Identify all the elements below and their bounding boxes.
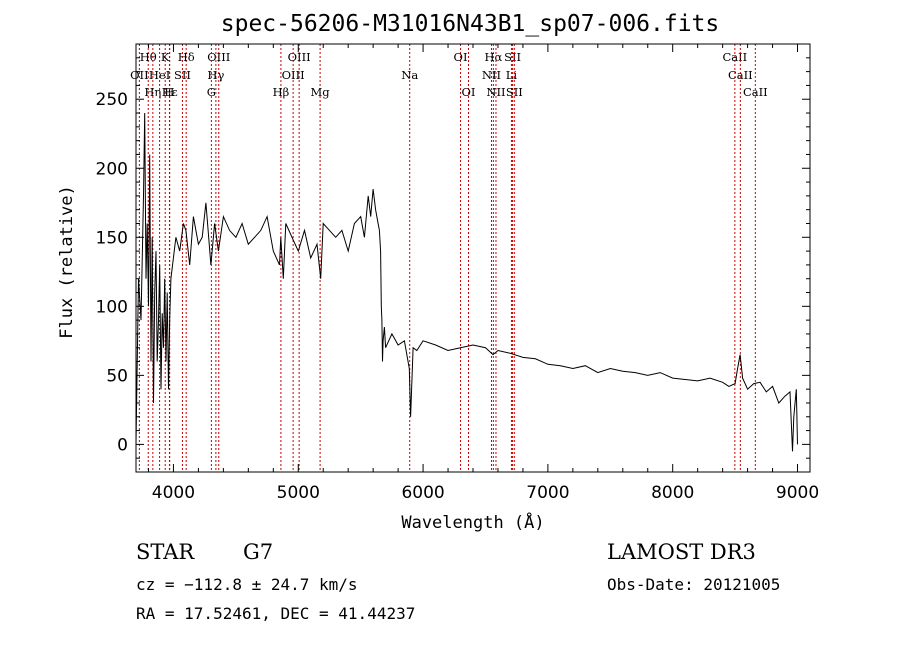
spectral-line-label: OI xyxy=(454,50,468,64)
redshift-cz: cz = −112.8 ± 24.7 km/s xyxy=(136,575,358,594)
y-tick-label: 50 xyxy=(106,366,128,386)
spectral-line-label: NII xyxy=(486,85,505,99)
spectral-line-label: SII xyxy=(504,50,521,64)
spectral-line-label: NII xyxy=(482,68,501,82)
survey-name: LAMOST DR3 xyxy=(607,540,756,564)
y-tick-label: 150 xyxy=(96,228,128,248)
y-tick-label: 0 xyxy=(117,435,128,455)
y-tick-label: 100 xyxy=(96,297,128,317)
x-tick-label: 5000 xyxy=(277,483,320,503)
spectral-line-label: SII xyxy=(174,68,191,82)
spectral-line-label: H xyxy=(164,85,174,99)
ra-dec: RA = 17.52461, DEC = 41.44237 xyxy=(136,604,415,623)
spectral-line-label: OIII xyxy=(207,50,230,64)
spectral-line-label: HeI xyxy=(149,68,170,82)
spectral-line-label: Hα xyxy=(484,50,502,64)
object-subclass: G7 xyxy=(243,540,273,564)
spectral-line-label: Hη xyxy=(144,85,161,99)
spectral-line-label: K xyxy=(161,50,170,64)
spectral-line-label: Hγ xyxy=(207,68,224,82)
plot-frame xyxy=(135,43,811,473)
spectral-line-label: G xyxy=(207,85,216,99)
observation-date: Obs-Date: 20121005 xyxy=(607,575,780,594)
x-tick-label: 4000 xyxy=(152,483,195,503)
spectral-line-label: OII xyxy=(130,68,149,82)
axis-ticks: 4000 5000 6000 7000 8000 9000 0 50 100 150 200 250 xyxy=(96,44,819,503)
spectral-line-label: CaII xyxy=(728,68,753,82)
x-tick-label: 6000 xyxy=(401,483,444,503)
spectral-line-label: Hδ xyxy=(178,50,195,64)
x-axis-label: Wavelength (Å) xyxy=(401,511,544,533)
spectral-line-label: Mg xyxy=(311,85,331,99)
spectral-line-label: Li xyxy=(506,68,518,82)
chart-title: spec-56206-M31016N43B1_sp07-006.fits xyxy=(221,11,720,37)
y-tick-label: 200 xyxy=(96,159,128,179)
spectral-line-label: OI xyxy=(462,85,476,99)
spectral-line-label: OIII xyxy=(282,68,305,82)
spectral-line-label: SII xyxy=(506,85,523,99)
y-axis-label: Flux (relative) xyxy=(57,185,77,339)
x-tick-label: 7000 xyxy=(526,483,569,503)
spectral-line-label: Hβ xyxy=(273,85,290,99)
spectral-line-label: CaII xyxy=(722,50,747,64)
y-tick-label: 250 xyxy=(96,90,128,110)
object-class: STAR xyxy=(136,540,195,564)
spectral-line-label: CaII xyxy=(743,85,768,99)
spectrum-line xyxy=(135,112,798,452)
x-tick-label: 8000 xyxy=(651,483,694,503)
spectral-line-label: OIII xyxy=(288,50,311,64)
spectral-line-label: Na xyxy=(401,68,418,82)
spectral-line-label: Hθ xyxy=(140,50,157,64)
x-tick-label: 9000 xyxy=(776,483,819,503)
